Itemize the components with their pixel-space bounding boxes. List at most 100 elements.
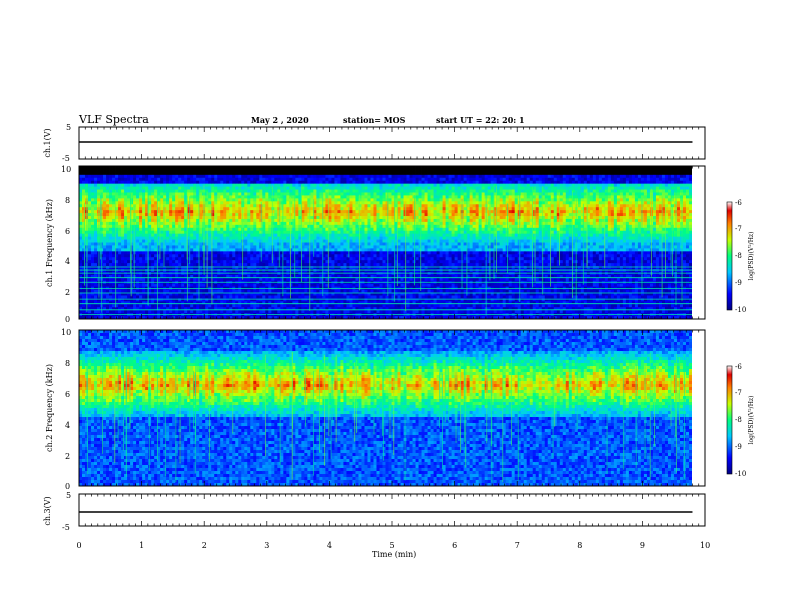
spectrogram-cell	[286, 210, 289, 213]
spectrogram-cell	[208, 237, 211, 240]
spectrogram-cell	[136, 310, 139, 313]
spectrogram-cell	[316, 228, 319, 231]
spectrogram-cell	[166, 272, 169, 275]
spectrogram-cell	[304, 240, 307, 243]
spectrogram-cell	[259, 263, 262, 266]
spectrogram-cell	[142, 245, 145, 248]
spectrogram-cell	[259, 166, 262, 169]
spectrogram-cell	[82, 310, 85, 313]
spectrogram-cell	[262, 204, 265, 207]
spectrogram-cell	[319, 266, 322, 269]
spectrogram-cell	[160, 201, 163, 204]
spectrogram-cell	[166, 210, 169, 213]
spectrogram-cell	[109, 198, 112, 201]
spectrogram-cell	[145, 169, 148, 172]
spectrogram-cell	[313, 301, 316, 304]
spectrogram-cell	[268, 251, 271, 254]
spectrogram-cell	[268, 290, 271, 293]
spectrogram-cell	[307, 207, 310, 210]
spectrogram-cell	[271, 278, 274, 281]
spectrogram-cell	[118, 192, 121, 195]
spectrogram-cell	[127, 184, 130, 187]
spectrogram-cell	[229, 178, 232, 181]
spectrogram-cell	[262, 198, 265, 201]
spectrogram-cell	[319, 284, 322, 287]
spectrogram-cell	[88, 310, 91, 313]
spectrogram-cell	[160, 172, 163, 175]
spectrogram-cell	[289, 245, 292, 248]
spectrogram-cell	[292, 187, 295, 190]
spectrogram-cell	[220, 234, 223, 237]
spectrogram-cell	[190, 245, 193, 248]
spectrogram-cell	[82, 228, 85, 231]
spectrogram-cell	[268, 219, 271, 222]
spectrogram-cell	[208, 175, 211, 178]
spectrogram-cell	[172, 266, 175, 269]
spectrogram-cell	[304, 304, 307, 307]
spectrogram-cell	[100, 166, 103, 169]
spectrogram-cell	[136, 290, 139, 293]
spectrogram-cell	[292, 257, 295, 260]
spectrogram-cell	[334, 178, 337, 181]
spectrogram-cell	[331, 195, 334, 198]
spectrogram-cell	[343, 278, 346, 281]
spectrogram-cell	[298, 304, 301, 307]
spectrogram-cell	[214, 295, 217, 298]
spectrogram-cell	[334, 210, 337, 213]
spectrogram-cell	[220, 195, 223, 198]
spectrogram-cell	[160, 290, 163, 293]
spectrogram-cell	[139, 216, 142, 219]
spectrogram-cell	[343, 181, 346, 184]
spectrogram-cell	[214, 228, 217, 231]
spectrogram-cell	[217, 181, 220, 184]
spectrogram-cell	[250, 169, 253, 172]
spectrogram-cell	[118, 172, 121, 175]
spectrogram-cell	[82, 248, 85, 251]
spectrogram-cell	[340, 301, 343, 304]
spectrogram-cell	[139, 263, 142, 266]
spectrogram-cell	[334, 222, 337, 225]
spectrogram-cell	[139, 219, 142, 222]
spectrogram-cell	[82, 284, 85, 287]
spectrogram-cell	[271, 195, 274, 198]
spectrogram-cell	[175, 181, 178, 184]
spectrogram-cell	[271, 237, 274, 240]
spectrogram-cell	[262, 260, 265, 263]
spectrogram-cell	[337, 301, 340, 304]
spectrogram-cell	[259, 269, 262, 272]
spectrogram-cell	[199, 187, 202, 190]
spectrogram-cell	[337, 304, 340, 307]
spectrogram-cell	[301, 172, 304, 175]
spectrogram-cell	[280, 178, 283, 181]
spectrogram-cell	[346, 304, 349, 307]
spectrogram-cell	[244, 257, 247, 260]
spectrogram-cell	[208, 290, 211, 293]
spectrogram-cell	[253, 245, 256, 248]
spectrogram-cell	[247, 263, 250, 266]
spectrogram-cell	[310, 175, 313, 178]
spectrogram-cell	[322, 175, 325, 178]
spectrogram-cell	[148, 231, 151, 234]
spectrogram-cell	[226, 269, 229, 272]
spectrogram-cell	[151, 172, 154, 175]
spectrogram-cell	[304, 272, 307, 275]
spectrogram-cell	[229, 234, 232, 237]
spectrogram-cell	[310, 263, 313, 266]
spectrogram-cell	[118, 263, 121, 266]
spectrogram-cell	[232, 231, 235, 234]
spectrogram-cell	[337, 260, 340, 263]
spectrogram-cell	[289, 175, 292, 178]
spectrogram-cell	[238, 310, 241, 313]
spectrogram-cell	[136, 178, 139, 181]
spectrogram-cell	[166, 266, 169, 269]
spectrogram-cell	[91, 304, 94, 307]
spectrogram-cell	[178, 245, 181, 248]
spectrogram-cell	[289, 210, 292, 213]
spectrogram-cell	[274, 269, 277, 272]
spectrogram-cell	[79, 175, 82, 178]
spectrogram-cell	[304, 207, 307, 210]
spectrogram-cell	[286, 248, 289, 251]
spectrogram-cell	[82, 237, 85, 240]
spectrogram-cell	[217, 225, 220, 228]
spectrogram-cell	[262, 187, 265, 190]
